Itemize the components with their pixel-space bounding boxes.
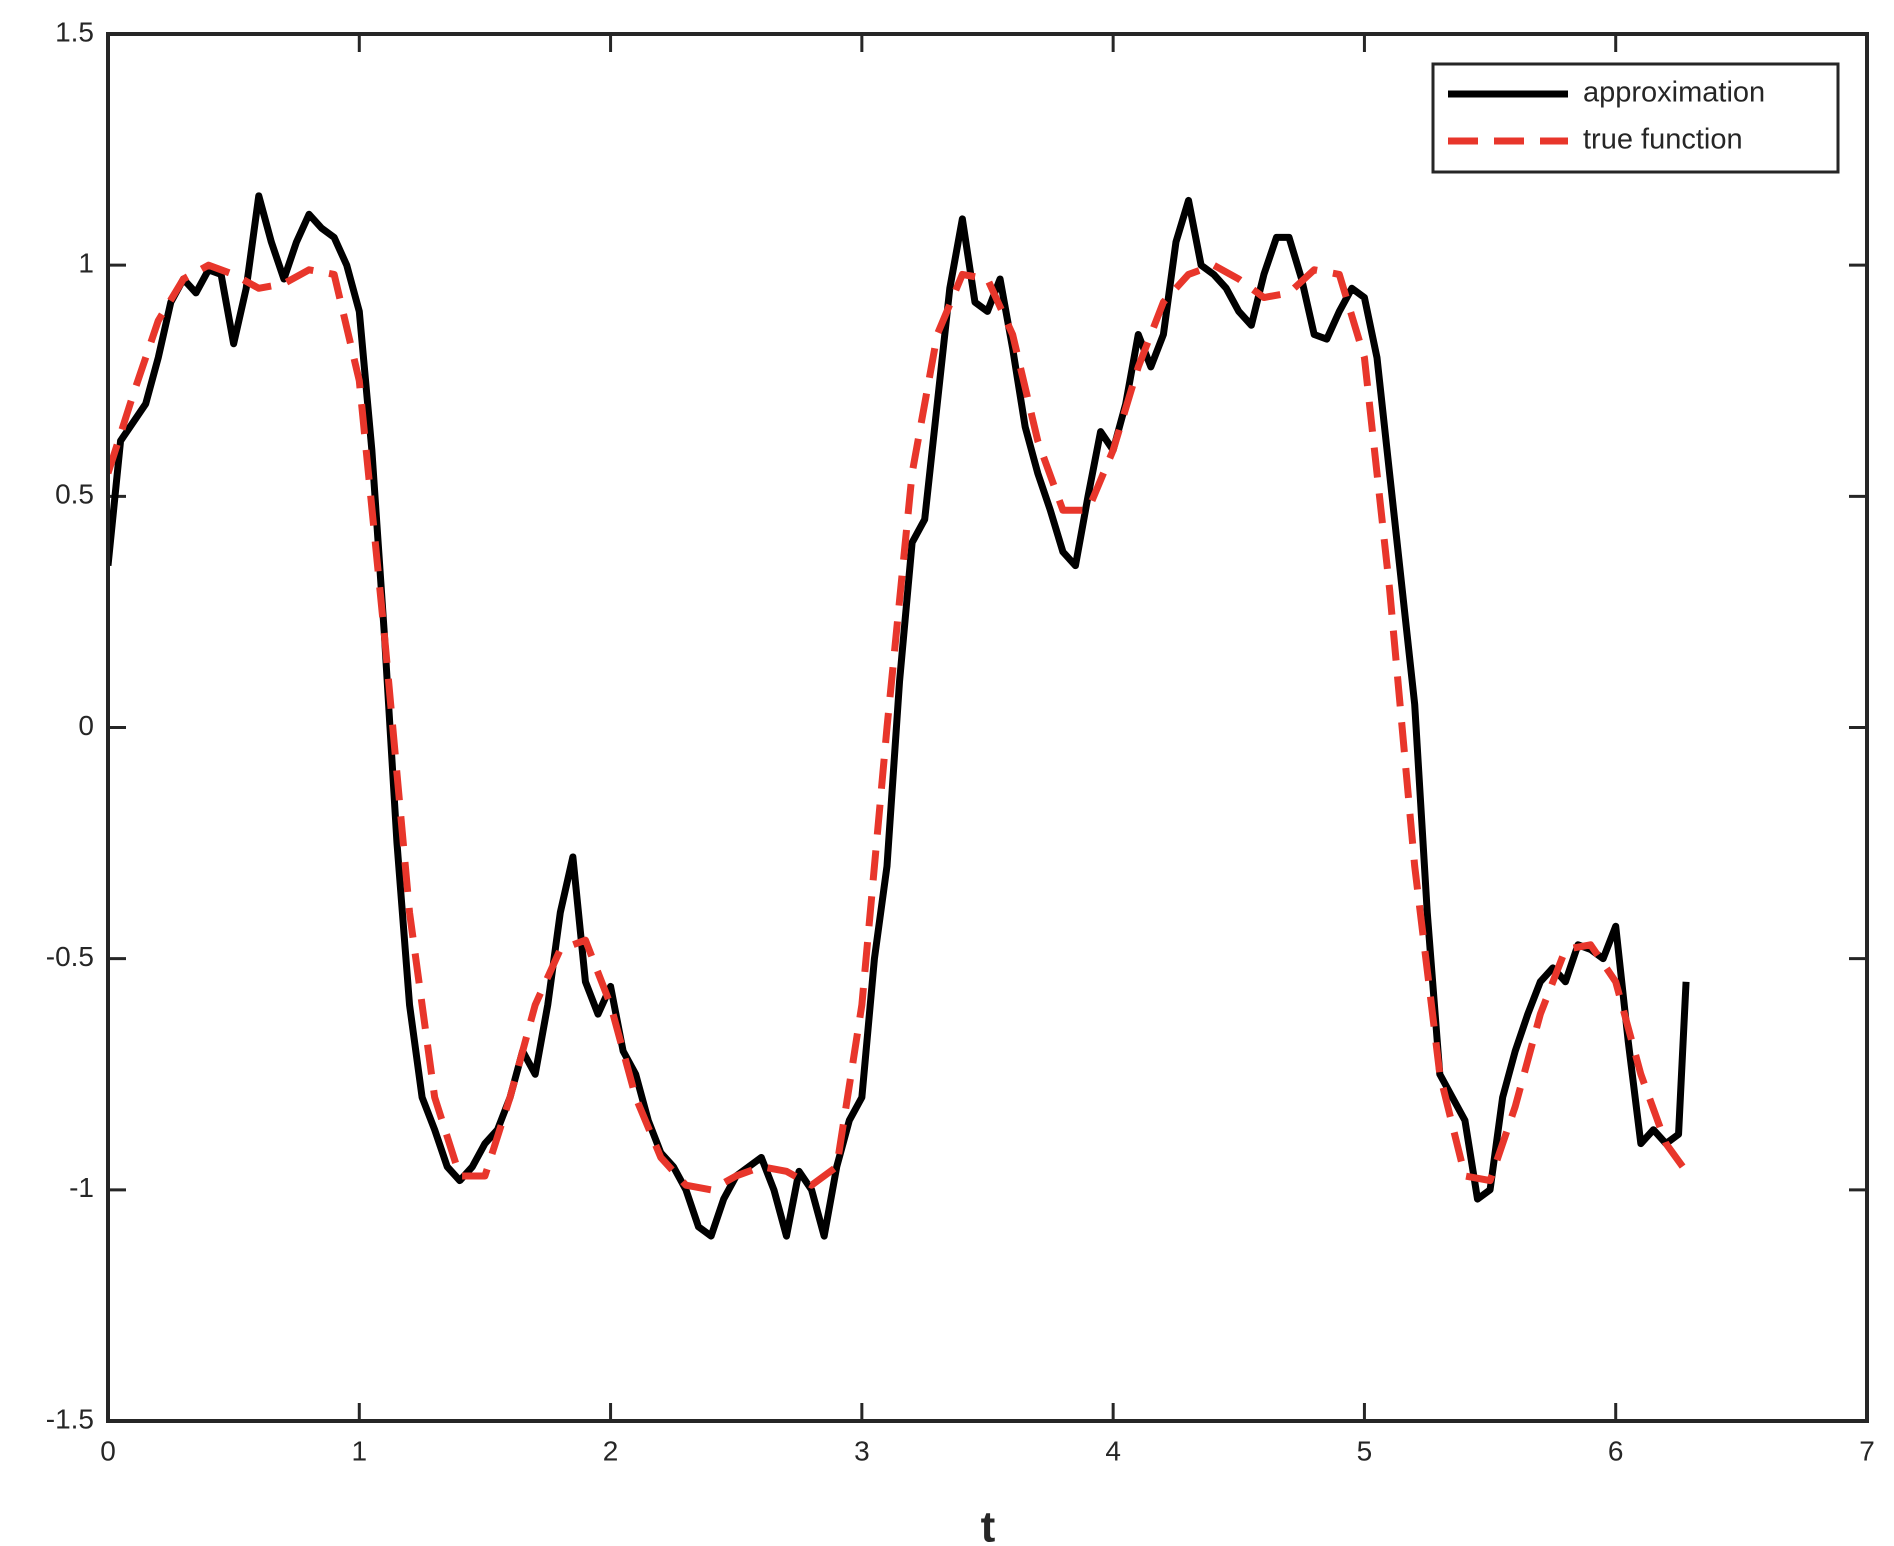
data-line	[108, 192, 1690, 1240]
x-tick-label: 2	[603, 1435, 619, 1466]
x-tick-label: 0	[100, 1435, 116, 1466]
legend-label: true function	[1583, 124, 1743, 156]
axes-box	[106, 32, 1869, 1423]
y-tick-label: 0	[78, 710, 94, 741]
y-tick-label: 1	[78, 248, 94, 279]
y-tick-label: -0.5	[46, 941, 94, 972]
y-tick-label: 1.5	[55, 16, 94, 47]
y-tick-label: 0.5	[55, 479, 94, 510]
y-tick-label: -1	[69, 1172, 94, 1203]
legend-box	[1431, 62, 1840, 174]
x-tick-label: 1	[351, 1435, 367, 1466]
x-axis-label: t	[981, 1503, 996, 1546]
x-tick-label: 4	[1105, 1435, 1121, 1466]
x-tick-label: 3	[854, 1435, 870, 1466]
x-tick-label: 6	[1608, 1435, 1624, 1466]
x-tick-label: 5	[1357, 1435, 1373, 1466]
legend-label: approximation	[1583, 77, 1765, 109]
y-tick-label: -1.5	[46, 1403, 94, 1434]
data-line	[108, 261, 1689, 1194]
x-tick-label: 7	[1859, 1435, 1875, 1466]
